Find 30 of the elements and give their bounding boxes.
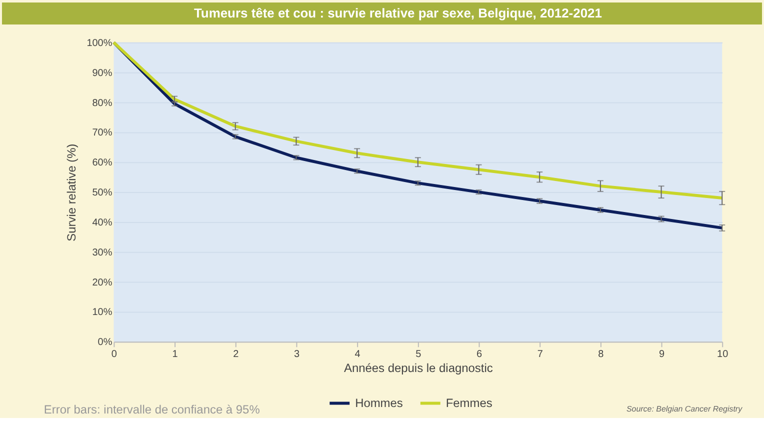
x-tick-label: 3 [294,349,300,360]
x-tick-label: 0 [111,349,118,360]
y-axis-title: Survie relative (%) [64,144,79,242]
x-tick-label: 6 [476,349,482,360]
y-tick-label: 10% [92,307,112,318]
y-tick-label: 80% [92,98,112,109]
x-tick-label: 5 [416,349,422,360]
y-tick-label: 30% [92,247,112,258]
line-series [112,40,724,200]
x-tick-label: 1 [172,349,178,360]
chart-title: Tumeurs tête et cou : survie relative par sexe, Belgique, 2012-2021 [194,6,602,20]
source-note: Source: Belgian Cancer Registry [626,404,744,414]
y-tick-label: 100% [86,38,112,49]
y-tick-label: 20% [92,277,112,288]
y-tick-label: 70% [92,128,112,139]
x-tick-label: 4 [354,349,361,360]
legend-label: Femmes [446,396,492,410]
x-tick-label: 7 [537,349,544,360]
x-tick-label: 9 [658,349,665,360]
x-tick-label: 8 [598,349,604,360]
text: Error bars: intervalle de confiance à 95% [44,402,260,416]
x-tick-label: 10 [717,349,729,360]
x-tick-label: 2 [233,349,240,360]
y-tick-label: 50% [92,188,112,199]
x-axis-title: Années depuis le diagnostic [344,361,493,376]
y-tick-label: 90% [92,68,112,79]
y-tick-label: 40% [92,217,112,228]
legend-label: Hommes [355,396,403,410]
y-tick-label: 60% [92,158,112,169]
y-tick-label: 0% [98,337,112,348]
